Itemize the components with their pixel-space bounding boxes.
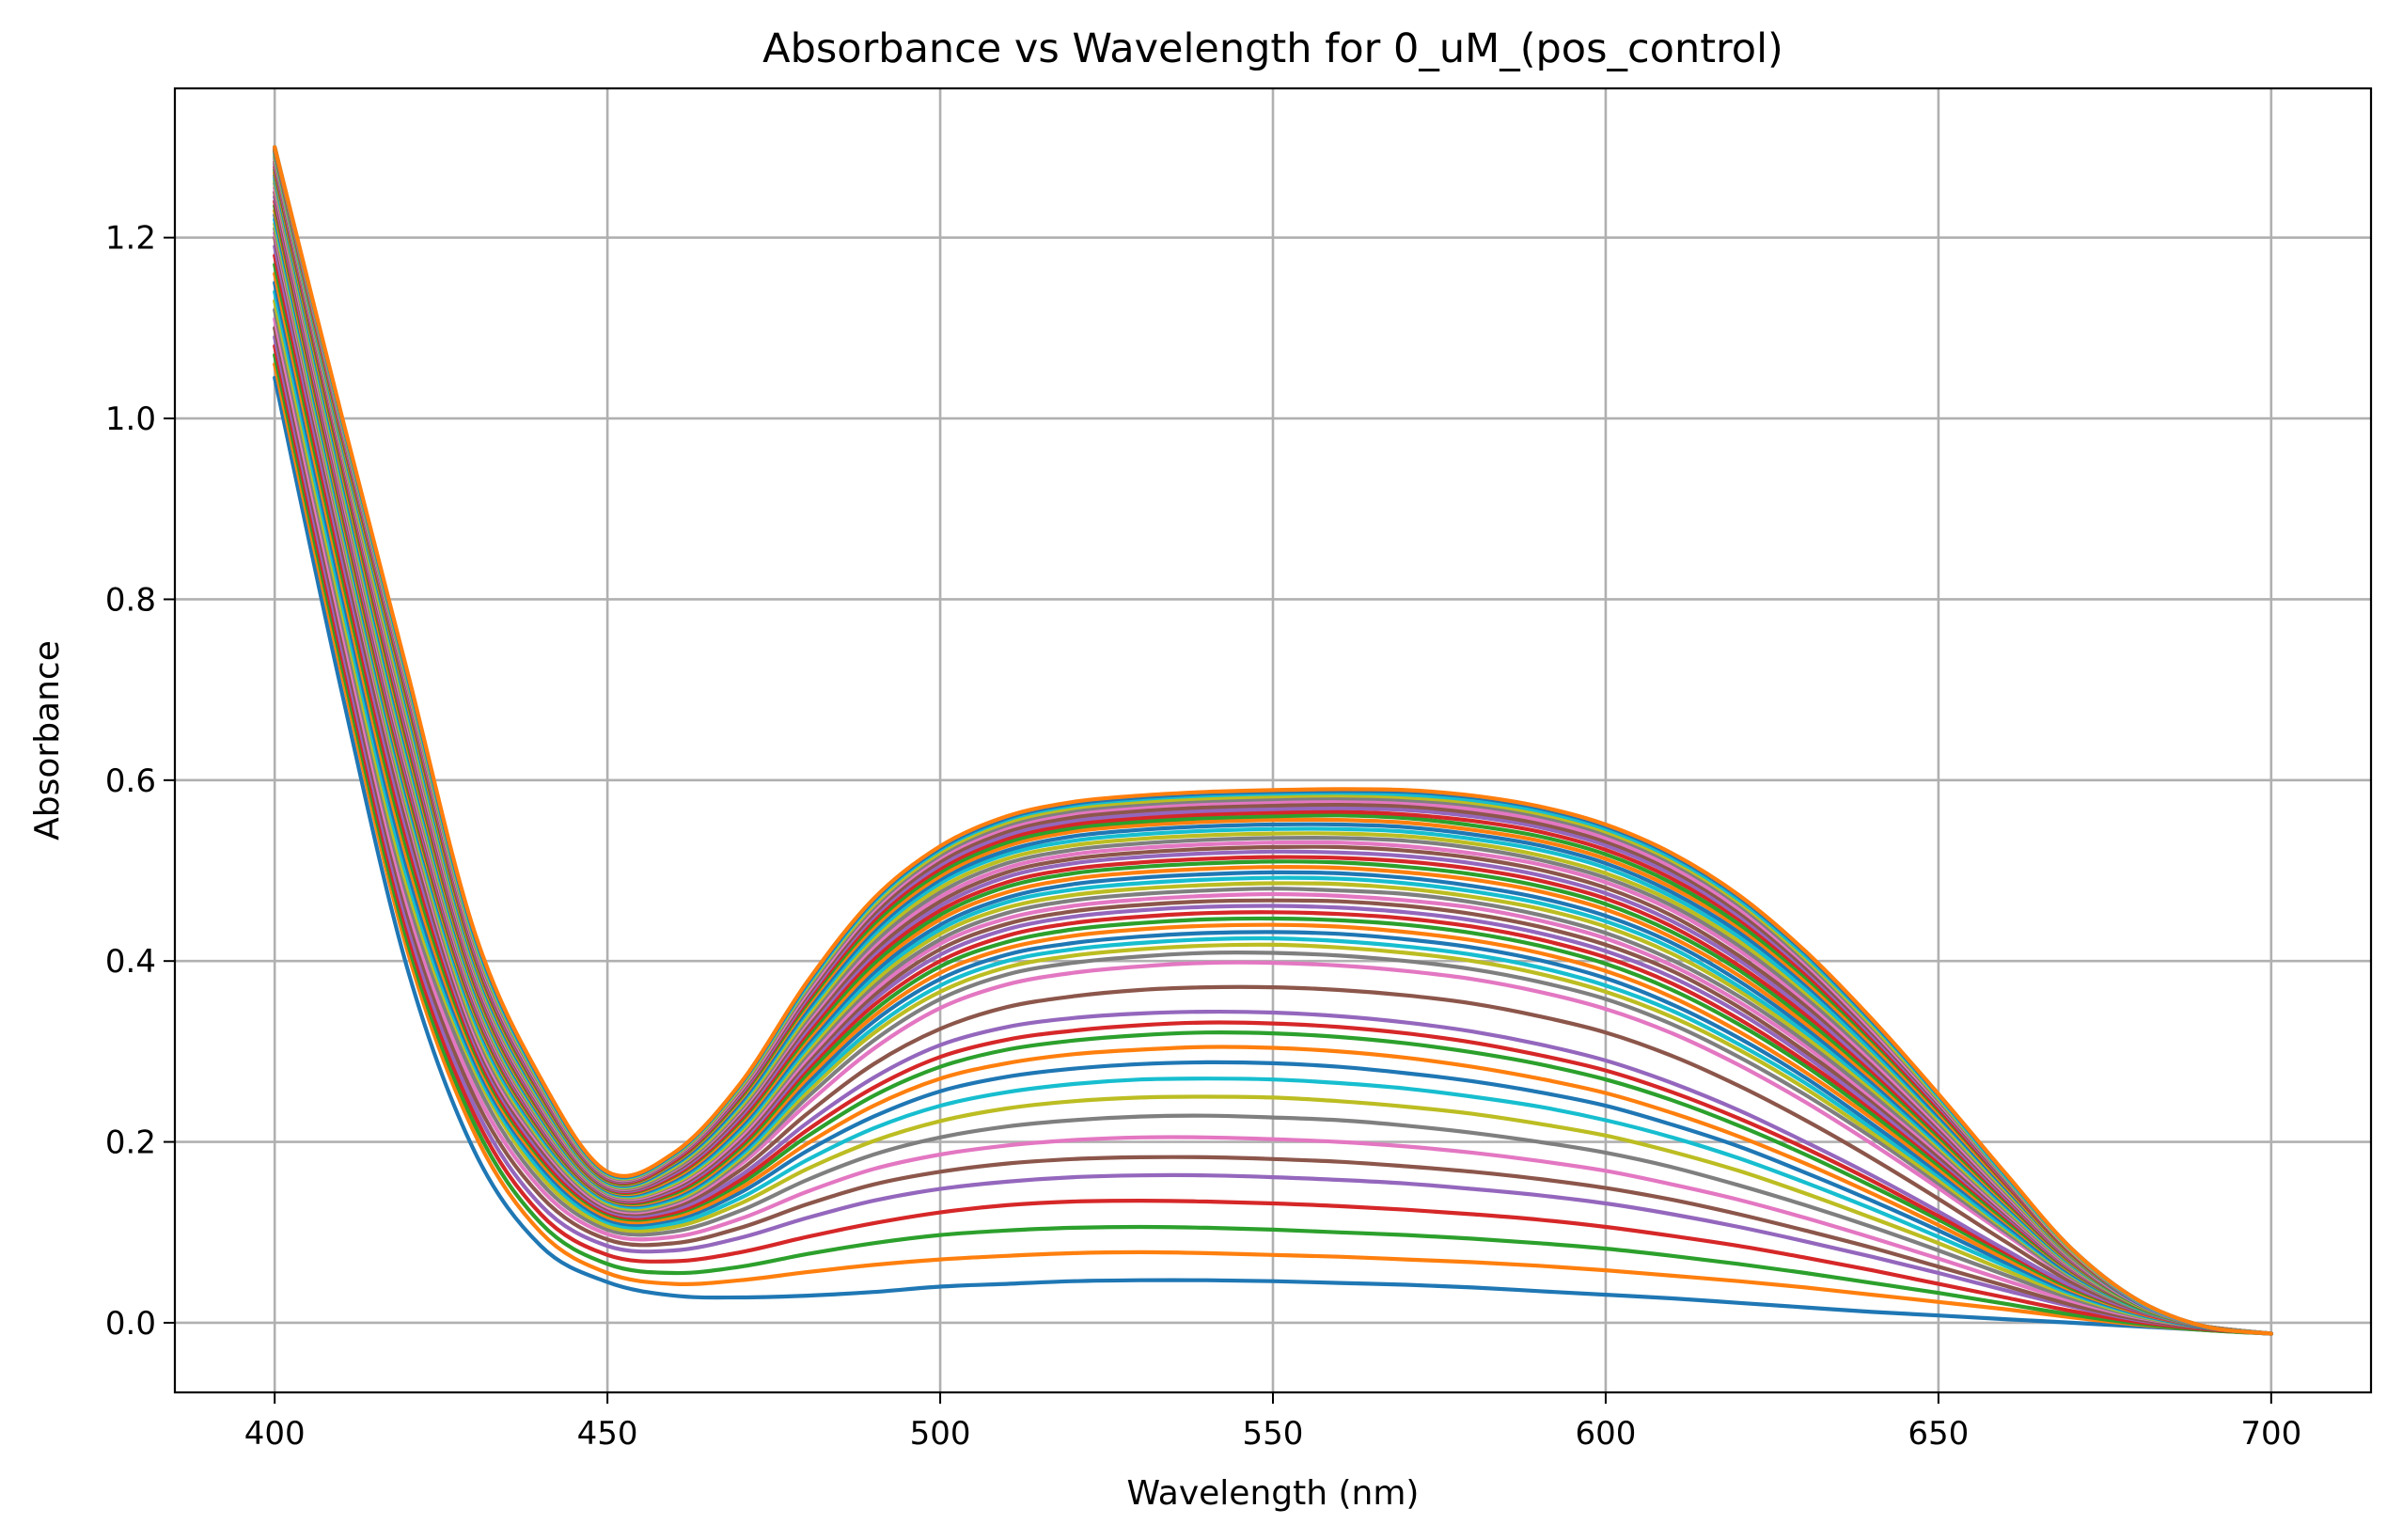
- y-tick-label: 1.2: [105, 220, 156, 258]
- series-line: [273, 325, 2273, 1336]
- x-axis-label: Wavelength (nm): [1127, 1474, 1420, 1513]
- series-line: [273, 317, 2273, 1336]
- y-axis-ticks: 0.0 0.2 0.4 0.6 0.8 1.0 1.2: [105, 220, 175, 1343]
- x-tick-label: 600: [1575, 1415, 1636, 1453]
- series-line: [273, 335, 2273, 1336]
- y-tick-label: 0.6: [105, 762, 156, 800]
- series-lines: [273, 145, 2273, 1336]
- x-tick-label: 500: [910, 1415, 971, 1453]
- y-axis-label: Absorbance: [28, 640, 67, 841]
- x-tick-label: 550: [1243, 1415, 1304, 1453]
- y-tick-label: 0.4: [105, 943, 156, 981]
- y-tick-label: 0.8: [105, 581, 156, 619]
- y-tick-label: 0.2: [105, 1124, 156, 1162]
- series-line: [273, 375, 2273, 1336]
- x-tick-label: 400: [244, 1415, 306, 1453]
- x-axis-ticks: 400 450 500 550 600 650 700: [244, 1392, 2301, 1453]
- series-line: [273, 307, 2273, 1336]
- series-line: [273, 145, 2273, 1336]
- y-tick-label: 1.0: [105, 401, 156, 438]
- series-line: [273, 362, 2273, 1336]
- series-line: [273, 353, 2273, 1336]
- x-tick-label: 450: [577, 1415, 638, 1453]
- x-tick-label: 650: [1908, 1415, 1969, 1453]
- x-tick-label: 700: [2240, 1415, 2301, 1453]
- y-tick-label: 0.0: [105, 1305, 156, 1343]
- chart-title: Absorbance vs Wavelength for 0_uM_(pos_c…: [762, 25, 1783, 72]
- series-line: [273, 344, 2273, 1336]
